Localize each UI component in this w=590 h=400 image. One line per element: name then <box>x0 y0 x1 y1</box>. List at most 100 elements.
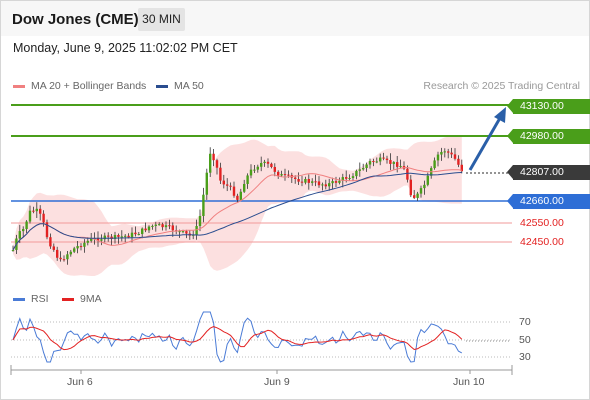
candle-body <box>368 161 372 165</box>
candle-body <box>164 225 168 228</box>
candle-body <box>249 169 253 176</box>
bollinger-band <box>13 135 462 276</box>
candle-body <box>25 221 28 230</box>
candle-body <box>345 177 348 179</box>
candle-body <box>86 240 89 243</box>
candle-body <box>168 225 171 227</box>
candle-body <box>124 235 127 237</box>
current-price-tag: 42807.00 <box>507 165 590 180</box>
candle-body <box>260 162 263 167</box>
pivot-tag: 42660.00 <box>507 194 590 209</box>
candle-body <box>22 229 25 232</box>
candle-body <box>219 167 222 181</box>
candle-body <box>460 164 463 172</box>
candle-body <box>90 238 93 241</box>
candle-body <box>334 181 338 183</box>
candle-body <box>426 175 429 185</box>
candle-body <box>11 249 15 251</box>
candle-body <box>229 185 232 187</box>
candle-body <box>450 152 453 155</box>
candle-body <box>314 181 317 183</box>
candle-body <box>385 158 389 161</box>
support2-label: 42450.00 <box>520 236 564 248</box>
candle-body <box>161 224 164 228</box>
candle-body <box>137 234 140 236</box>
candle-body <box>348 177 351 179</box>
candle-body <box>205 172 208 195</box>
candle-body <box>236 195 239 200</box>
candle-body <box>18 231 21 239</box>
candle-body <box>311 181 314 183</box>
candle-body <box>253 169 256 171</box>
candle-body <box>195 226 198 235</box>
candle-body <box>39 208 42 214</box>
candle-body <box>324 184 327 187</box>
candle-body <box>171 225 174 231</box>
candle-body <box>300 181 304 183</box>
candle-body <box>447 151 450 153</box>
candle-body <box>209 153 212 173</box>
candle-body <box>382 157 385 159</box>
rsi-swatch <box>13 297 25 301</box>
candle-body <box>294 177 297 180</box>
ma9-swatch <box>62 297 74 301</box>
candle-body <box>389 160 392 164</box>
candle-body <box>256 166 259 170</box>
candle-body <box>215 160 219 168</box>
candle-body <box>28 210 32 222</box>
candle-body <box>127 235 130 238</box>
candle-body <box>321 184 324 186</box>
candle-body <box>406 168 409 180</box>
candlesticks <box>11 147 463 265</box>
candle-body <box>56 249 59 258</box>
candle-body <box>141 228 144 235</box>
candle-body <box>185 231 188 234</box>
candle-body <box>147 226 151 231</box>
rsi-level-50: 50 <box>519 334 531 346</box>
candle-body <box>62 259 66 261</box>
candle-body <box>117 235 120 237</box>
candle-body <box>239 191 242 200</box>
candle-body <box>49 237 52 247</box>
candle-body <box>338 180 341 183</box>
rsi-line <box>12 311 463 363</box>
legend-ma50-label: MA 50 <box>174 80 204 92</box>
candle-body <box>226 184 229 186</box>
candle-body <box>181 231 185 233</box>
candle-body <box>154 224 157 226</box>
ma20-swatch <box>13 84 25 88</box>
candle-body <box>76 246 79 249</box>
candle-body <box>232 186 236 196</box>
candle-body <box>328 183 331 187</box>
instrument-title: Dow Jones (CME) <box>12 11 139 28</box>
interval-button[interactable]: 30 MIN <box>138 8 185 31</box>
candle-body <box>297 179 300 182</box>
candle-body <box>358 169 361 171</box>
candle-body <box>331 181 334 184</box>
date-jun6: Jun 6 <box>67 376 93 388</box>
candle-body <box>198 215 202 227</box>
candle-body <box>42 213 45 223</box>
candle-body <box>433 160 436 169</box>
candle-body <box>355 170 358 177</box>
projection-arrow <box>468 117 502 171</box>
legend-rsi-label: RSI <box>31 293 49 305</box>
candle-body <box>45 222 49 238</box>
candle-body <box>83 242 86 247</box>
candle-body <box>222 180 225 185</box>
candle-body <box>246 175 249 184</box>
candle-body <box>266 161 270 164</box>
candle-body <box>416 193 419 198</box>
candle-body <box>409 179 412 196</box>
candle-body <box>307 179 310 183</box>
candle-body <box>413 195 416 198</box>
candle-body <box>66 254 69 260</box>
candle-body <box>365 164 368 169</box>
chart-header: Dow Jones (CME) 30 MIN <box>1 1 589 36</box>
target2-tag: 43130.00 <box>507 99 590 114</box>
candle-body <box>130 232 134 238</box>
chart-datetime: Monday, June 9, 2025 11:02:02 PM CET <box>13 41 238 55</box>
rsi-level-70: 70 <box>519 316 531 328</box>
candle-body <box>372 161 375 163</box>
